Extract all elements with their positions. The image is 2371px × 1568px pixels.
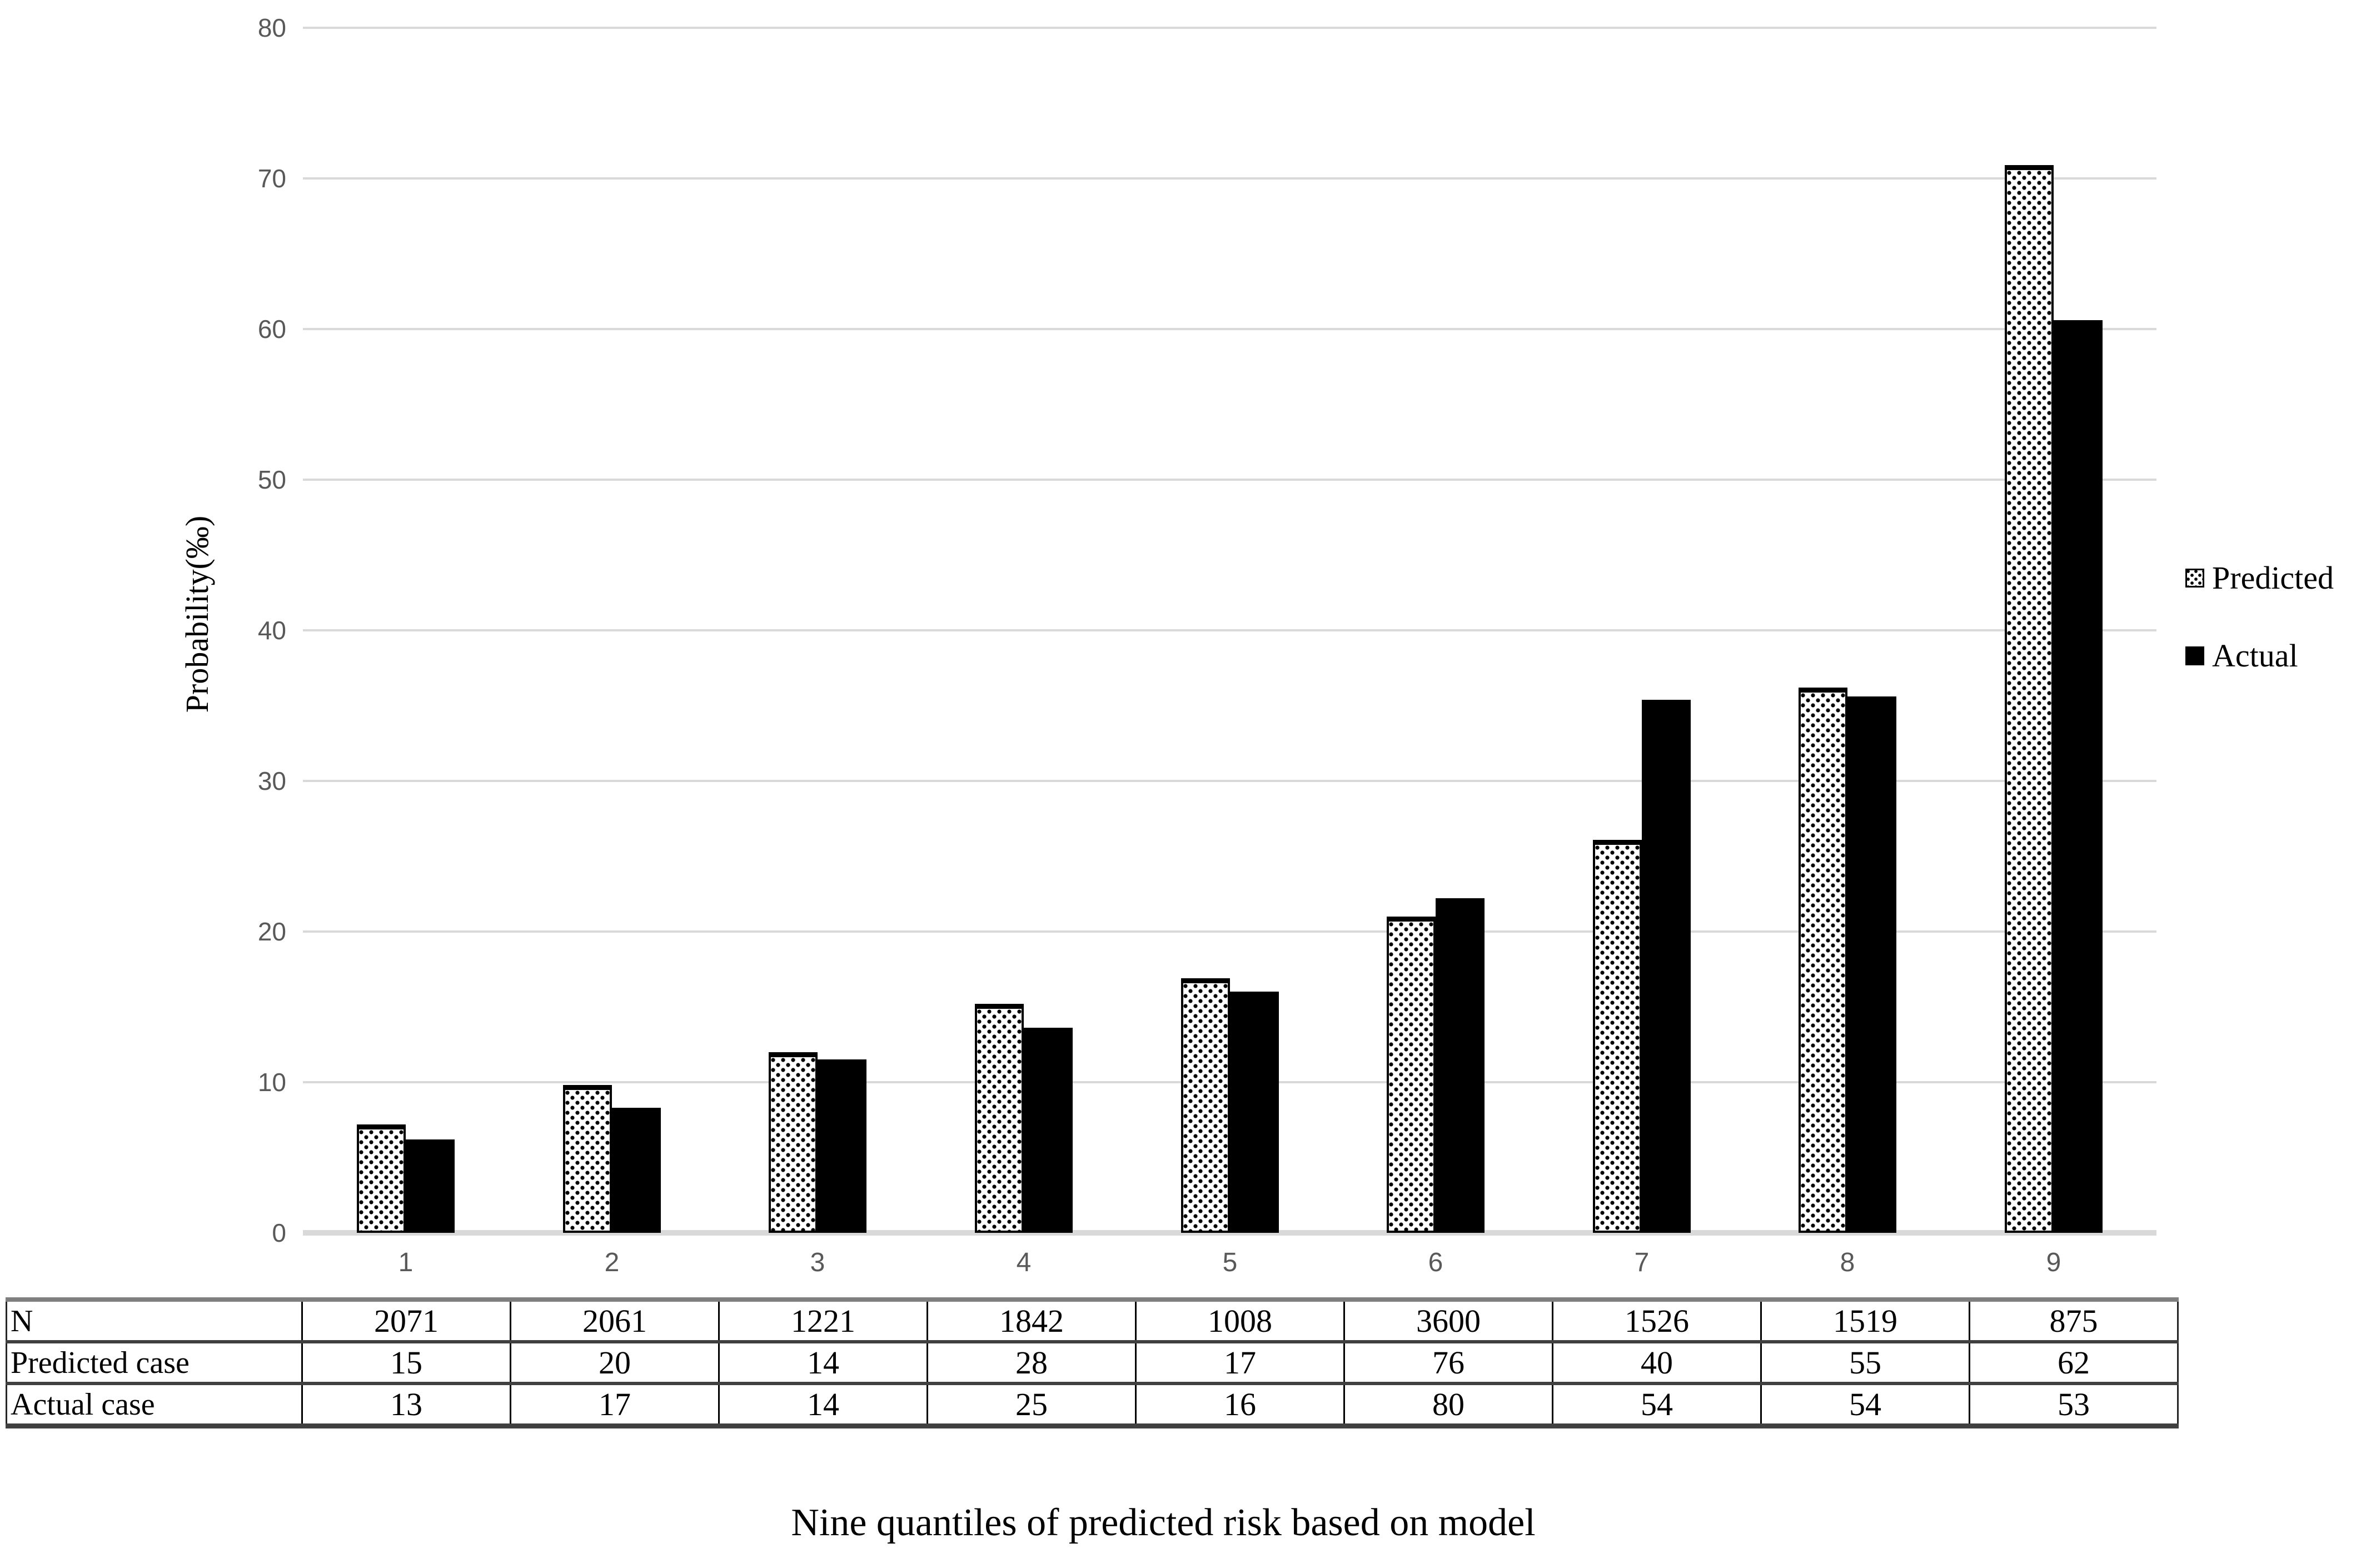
actual-solid-swatch-icon	[2185, 646, 2204, 665]
bar-actual-q6	[1436, 898, 1485, 1233]
table-cell-predicted-case-q3: 14	[718, 1342, 928, 1383]
table-cell-predicted-case-q6: 76	[1343, 1342, 1553, 1383]
table-row-label: Predicted case	[11, 1345, 190, 1380]
y-tick-label-0: 0	[272, 1218, 286, 1247]
table-body: N 2071 2061 1221 1842 1008 3600 1526 1519 875 Pred…	[6, 1300, 2178, 1426]
table-cell-predicted-case-q9: 62	[1969, 1342, 2178, 1383]
table-cell-predicted-case-q2: 20	[510, 1342, 719, 1383]
table-row-label: Actual case	[11, 1387, 155, 1422]
x-category-label-5: 5	[1222, 1248, 1238, 1277]
bar-actual-q5	[1230, 992, 1279, 1233]
table-cell-n-q1: 2071	[301, 1300, 511, 1342]
table-cell-predicted-case-q7: 40	[1552, 1342, 1761, 1383]
gridline-80	[303, 27, 2156, 29]
y-tick-label-10: 10	[257, 1068, 286, 1097]
table-cell-predicted-case-q5: 17	[1135, 1342, 1344, 1383]
x-category-label-6: 6	[1428, 1248, 1443, 1277]
bar-predicted-q2	[563, 1085, 612, 1233]
bar-predicted-q7	[1593, 840, 1642, 1233]
bar-predicted-q8	[1799, 688, 1847, 1233]
bar-predicted-q1	[357, 1124, 406, 1233]
bar-predicted-q3	[769, 1052, 818, 1233]
gridline-70	[303, 177, 2156, 180]
table-row-predicted-case: Predicted case 15 20 14 28 17 76 40 55 62	[6, 1342, 2178, 1383]
bar-predicted-q4	[975, 1004, 1024, 1233]
x-axis-caption: Nine quantiles of predicted risk based o…	[791, 1501, 1536, 1544]
bar-predicted-q9	[2005, 165, 2054, 1233]
x-axis-line	[303, 1230, 2156, 1236]
table-cell-actual-case-q3: 14	[718, 1383, 928, 1426]
gridline-60	[303, 328, 2156, 330]
table-cell-n-q8: 1519	[1760, 1300, 1970, 1342]
table-cell-n-q4: 1842	[927, 1300, 1136, 1342]
y-tick-label-80: 80	[257, 13, 286, 42]
table-row-actual-case: Actual case 13 17 14 25 16 80 54 54 53	[6, 1383, 2178, 1426]
table-cell-n-q2: 2061	[510, 1300, 719, 1342]
gridline-20	[303, 930, 2156, 933]
y-tick-label-20: 20	[257, 917, 286, 946]
table-cell-predicted-case-q4: 28	[927, 1342, 1136, 1383]
table-cell-actual-case-q6: 80	[1343, 1383, 1553, 1426]
table-cell-n-q5: 1008	[1135, 1300, 1344, 1342]
table-row-label: N	[11, 1303, 33, 1338]
quantile-data-table: N 2071 2061 1221 1842 1008 3600 1526 1519 875 Pred…	[6, 1297, 2179, 1428]
y-tick-label-40: 40	[257, 616, 286, 645]
table-cell-actual-case-q9: 53	[1969, 1383, 2178, 1426]
gridline-50	[303, 479, 2156, 481]
predicted-dotted-swatch-icon	[2185, 569, 2204, 588]
y-axis-title: Probability(‰)	[179, 515, 215, 713]
x-category-label-2: 2	[604, 1248, 620, 1277]
table-cell-n-q7: 1526	[1552, 1300, 1761, 1342]
y-tick-label-50: 50	[257, 465, 286, 494]
bar-predicted-q5	[1181, 978, 1230, 1233]
table-cell-actual-case-q5: 16	[1135, 1383, 1344, 1426]
table-cell-n-q3: 1221	[718, 1300, 928, 1342]
bar-actual-q9	[2054, 320, 2103, 1233]
table-cell-predicted-case-q8: 55	[1760, 1342, 1970, 1383]
bar-actual-q7	[1642, 700, 1691, 1233]
x-category-label-7: 7	[1634, 1248, 1650, 1277]
bar-actual-q1	[406, 1139, 455, 1233]
y-tick-label-60: 60	[257, 315, 286, 344]
x-category-label-4: 4	[1016, 1248, 1032, 1277]
x-category-label-3: 3	[810, 1248, 825, 1277]
legend-label-predicted: Predicted	[2212, 560, 2334, 596]
y-tick-label-70: 70	[257, 164, 286, 193]
bar-actual-q3	[818, 1059, 866, 1233]
legend-label-actual: Actual	[2212, 638, 2298, 674]
table-cell-actual-case-q8: 54	[1760, 1383, 1970, 1426]
table-cell-actual-case-q7: 54	[1552, 1383, 1761, 1426]
table-cell-actual-case-q2: 17	[510, 1383, 719, 1426]
x-category-label-1: 1	[398, 1248, 414, 1277]
y-tick-label-30: 30	[257, 766, 286, 795]
table-cell-n-q9: 875	[1969, 1300, 2178, 1342]
bar-actual-q4	[1024, 1028, 1073, 1233]
bar-predicted-q6	[1387, 917, 1436, 1233]
table-cell-n-q6: 3600	[1343, 1300, 1553, 1342]
table-cell-predicted-case-q1: 15	[301, 1342, 511, 1383]
bar-actual-q2	[612, 1108, 661, 1233]
x-category-label-8: 8	[1840, 1248, 1855, 1277]
table-cell-actual-case-q4: 25	[927, 1383, 1136, 1426]
table-cell-actual-case-q1: 13	[301, 1383, 511, 1426]
bar-actual-q8	[1847, 696, 1896, 1233]
gridline-30	[303, 780, 2156, 782]
table-row-n: N 2071 2061 1221 1842 1008 3600 1526 1519 875	[6, 1300, 2178, 1342]
x-category-label-9: 9	[2046, 1248, 2061, 1277]
gridline-40	[303, 629, 2156, 631]
